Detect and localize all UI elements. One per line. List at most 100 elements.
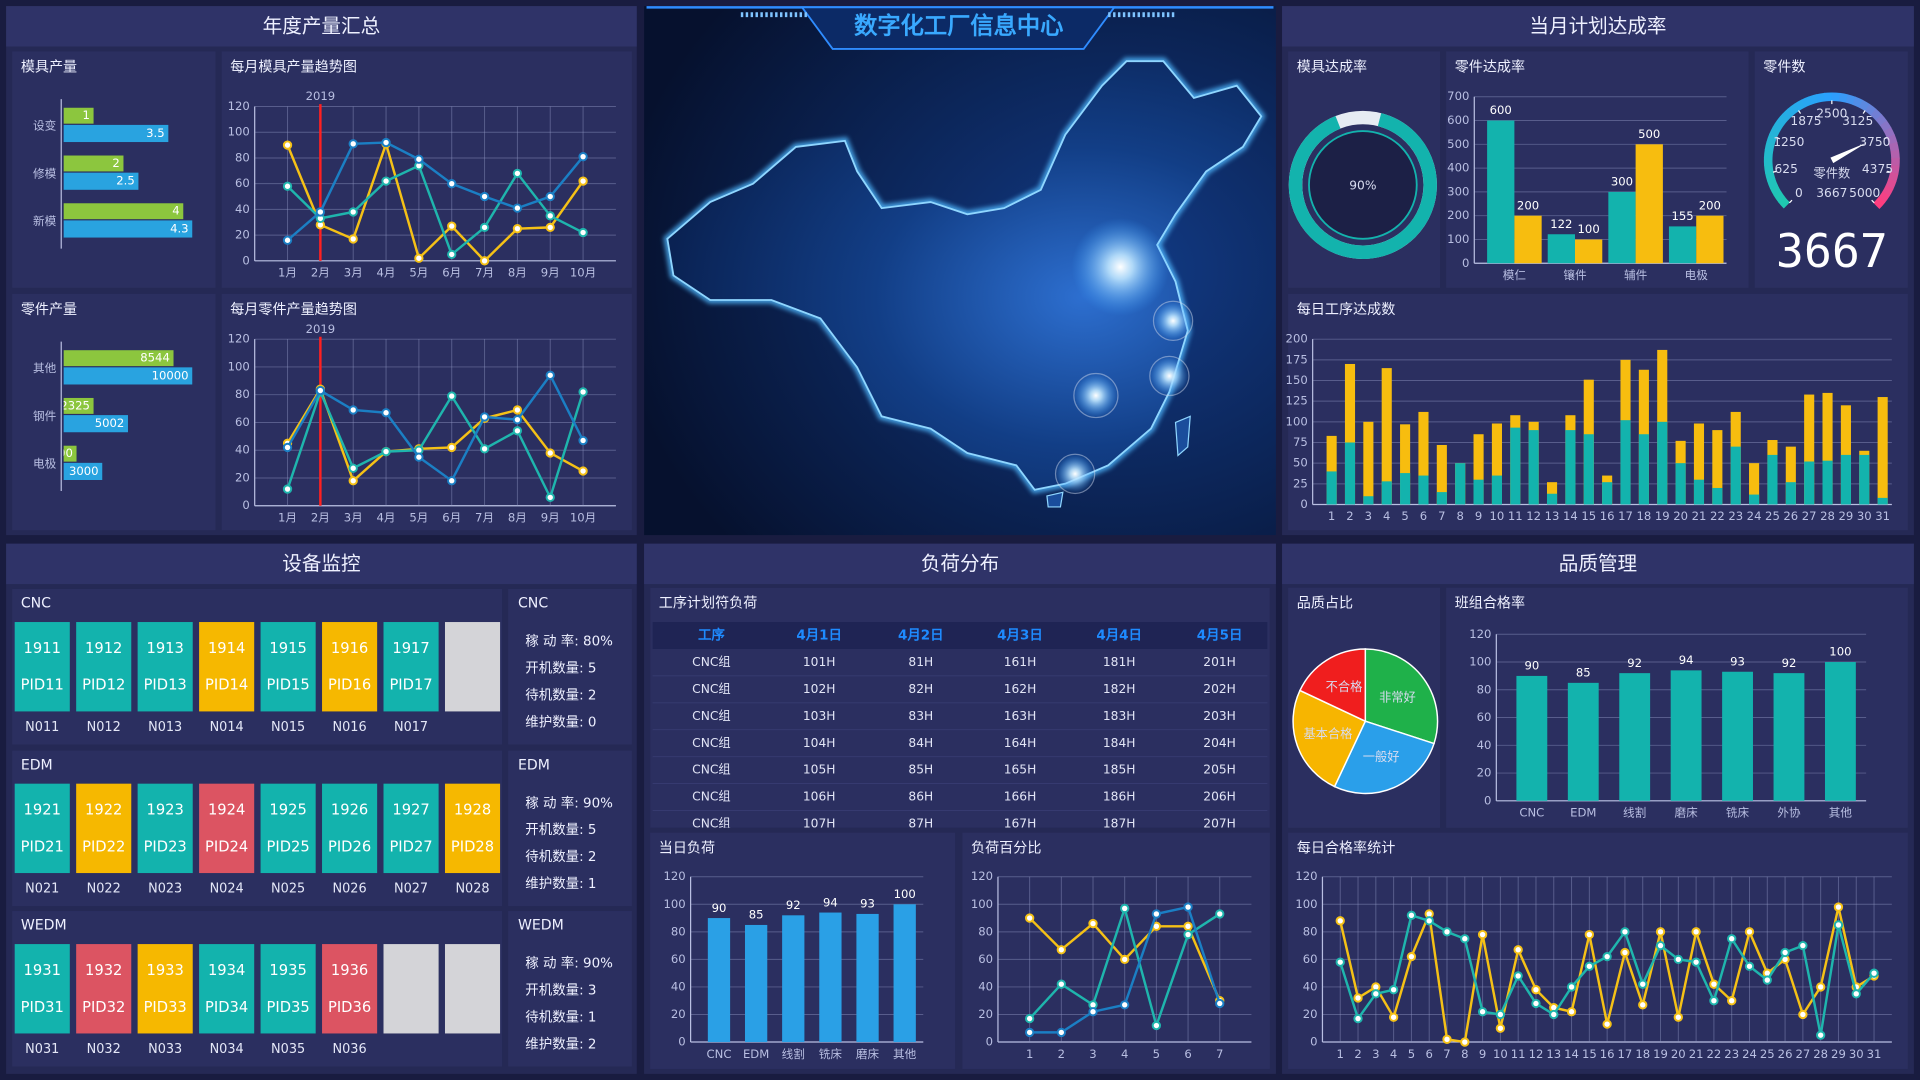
bar-value-label: 5002 [95,416,125,430]
bar [63,462,103,480]
bar [1773,673,1805,801]
line-series [286,372,585,483]
x-tick-label: 7 [1438,509,1445,523]
line-point [1602,951,1612,962]
status-line: 维护数量: 1 [525,876,596,892]
bar [63,397,94,414]
x-tick-label: 23 [1724,1047,1739,1061]
machine-tile [444,783,501,874]
bar-value-label: 93 [1730,654,1745,668]
x-tick-label: 26 [1778,1047,1793,1061]
y-tick-label: 200 [1447,208,1469,222]
bar [1693,479,1705,505]
line-point [545,211,555,221]
table-cell: CNC组 [692,817,730,831]
table-cell: 102H [803,682,836,696]
y-tick-label: 120 [228,99,250,113]
y-tick-label: 120 [664,869,686,883]
x-tick-label: 27 [1802,509,1817,523]
y-tick-label: 80 [978,924,993,938]
gauge-arc [1838,92,1849,103]
bar [1693,423,1705,505]
machine-code: N022 [87,881,121,896]
line-point [1531,985,1541,995]
bar-value-label: 500 [1638,127,1660,141]
table-cell: CNC组 [692,736,730,750]
line-point [1151,1020,1162,1031]
y-tick-label: 300 [1447,184,1469,198]
machine-id: 1911 [24,640,61,657]
table-cell: 201H [1203,655,1236,669]
pie-label: 一般好 [1363,749,1400,764]
x-tick-label: 5月 [409,510,428,524]
x-tick-label: 8月 [508,266,527,280]
machine-tile [137,783,193,874]
machine-code: N032 [87,1042,121,1057]
table-cell: 84H [908,736,933,750]
bar [1418,475,1429,505]
bar [1822,392,1833,505]
gauge-arc [1888,141,1900,152]
machine-pid: PID11 [21,677,64,694]
machine-id: 1916 [331,640,368,657]
y-tick-label: 20 [235,470,250,484]
bar-value-label: 200 [1699,198,1721,212]
machine-code: N031 [25,1042,59,1057]
line-point [348,139,358,149]
x-tick-label: 2 [1354,1047,1361,1061]
pie-label: 不合格 [1326,679,1363,694]
machine-pid: PID32 [82,999,125,1016]
x-tick-label: 24 [1742,1047,1757,1061]
y-tick-label: 400 [1447,161,1469,175]
line-point [1460,1037,1470,1047]
line-point [1816,982,1826,992]
table-cell: 181H [1103,655,1136,669]
chart-box [12,293,216,531]
line-point [1335,957,1345,967]
bar-value-label: 94 [1679,653,1694,667]
group-title: WEDM [21,918,67,934]
gauge-tick-label: 5000 [1849,186,1880,200]
machine-tile [199,622,255,712]
bar [1785,446,1796,505]
x-tick-label: 30 [1849,1047,1864,1061]
x-tick-label: 铣床 [1726,806,1750,820]
x-tick-label: EDM [743,1047,769,1061]
x-tick-label: 6 [1420,509,1427,523]
bar-value-label: 10000 [152,368,189,382]
line-point [1602,1019,1612,1029]
line-point [381,176,391,186]
x-tick-label: 7月 [475,510,494,524]
gauge-arc [1773,190,1786,203]
gauge-arc [1852,96,1864,108]
line-point [1088,918,1098,929]
y-tick-label: 40 [978,979,993,993]
panel-header [1282,6,1914,47]
bar-value-label: 93 [860,897,875,911]
machine-code: N036 [333,1042,367,1057]
bar [63,367,193,385]
status-line: 待机数量: 2 [525,688,596,704]
table-header-bg [652,622,1268,649]
machine-id: 1936 [331,962,368,979]
machine-tile [322,622,378,712]
machine-code: N013 [148,720,182,735]
bar [63,172,139,190]
status-box [508,750,632,907]
x-tick-label: 2 [1346,509,1353,523]
x-tick-label: 28 [1820,509,1835,523]
y-tick-label: 60 [978,952,993,966]
y-tick-label: 100 [1469,655,1491,669]
table-cell: 86H [908,790,933,804]
gauge-tick [1883,136,1888,140]
panel-title: 当月计划达成率 [1529,14,1666,37]
bar [1620,420,1631,505]
chart-box [221,293,632,531]
header-banner [800,6,1117,50]
x-tick-label: 21 [1689,1047,1704,1061]
bar-value-label: 100 [1578,222,1600,236]
y-tick-label: 75 [1293,435,1308,449]
bar [1619,673,1651,801]
status-line: 维护数量: 2 [525,1036,596,1052]
x-tick-label: 3 [1372,1047,1379,1061]
